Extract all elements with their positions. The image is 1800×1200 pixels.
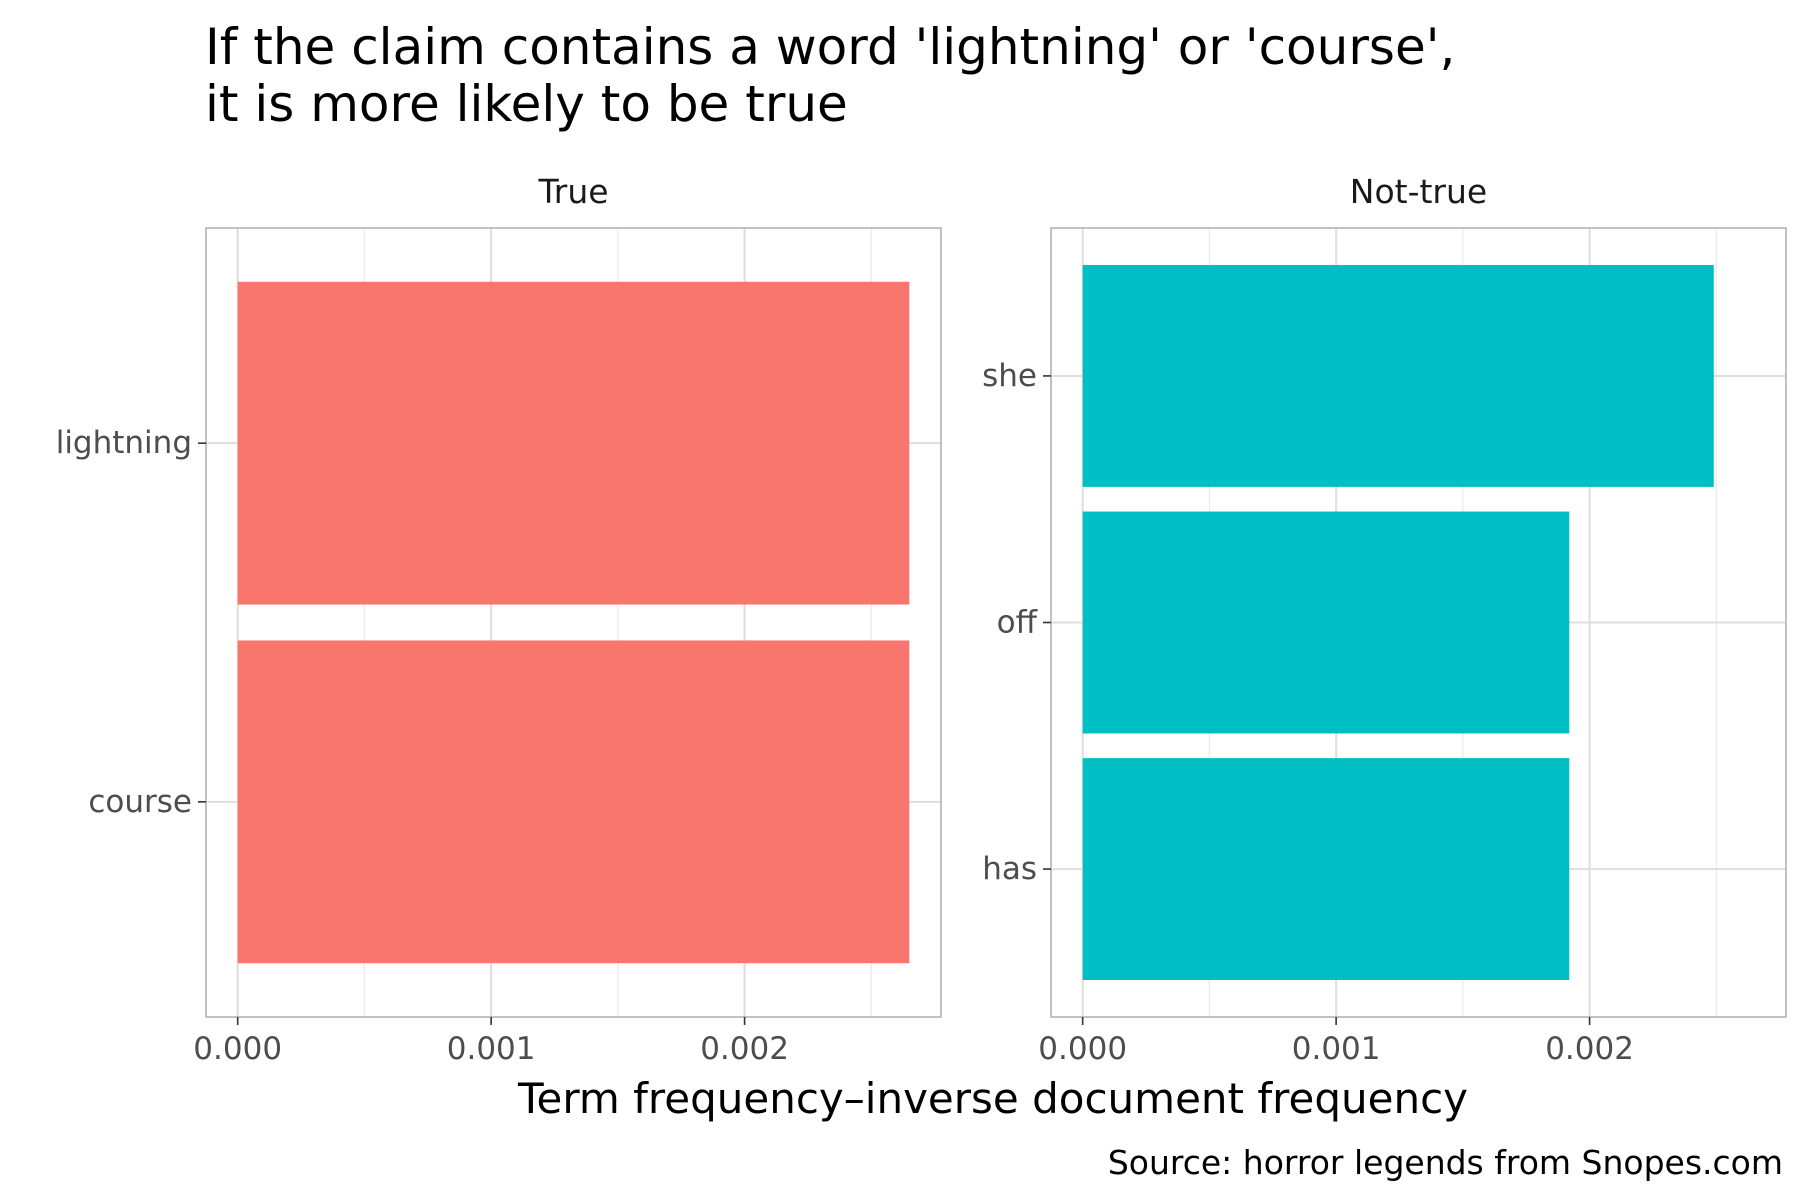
y-tick-label: has xyxy=(982,851,1037,887)
bar-has xyxy=(1082,758,1570,981)
x-tick-label: 0.002 xyxy=(1545,1031,1634,1067)
y-tick-label: course xyxy=(88,784,192,820)
chart-caption: Source: horror legends from Snopes.com xyxy=(1108,1143,1783,1182)
x-tick-label: 0.001 xyxy=(1292,1031,1381,1067)
chart-title-line-1: If the claim contains a word 'lightning'… xyxy=(205,18,1455,76)
y-tick-label: lightning xyxy=(56,425,192,461)
bar-course xyxy=(237,640,910,964)
x-tick-label: 0.001 xyxy=(447,1031,536,1067)
y-tick-label: off xyxy=(997,605,1038,641)
bar-off xyxy=(1082,511,1570,734)
chart-title-line-2: it is more likely to be true xyxy=(205,75,848,133)
facet-panel-1: True lightning course 0.000 0.001 0.002 xyxy=(56,172,942,1067)
bar-lightning xyxy=(237,281,910,605)
x-axis-title: Term frequency–inverse document frequenc… xyxy=(517,1074,1468,1123)
x-tick-label: 0.002 xyxy=(700,1031,789,1067)
x-tick-label: 0.000 xyxy=(193,1031,282,1067)
facet-strip-label: Not-true xyxy=(1350,172,1487,211)
x-tick-label: 0.000 xyxy=(1038,1031,1127,1067)
facet-panel-2: Not-true she off has 0.000 0.001 0.002 xyxy=(982,172,1787,1067)
facet-strip-label: True xyxy=(537,172,608,211)
panel-border xyxy=(205,227,942,1018)
bar-she xyxy=(1082,264,1714,487)
y-tick-label: she xyxy=(982,358,1037,394)
